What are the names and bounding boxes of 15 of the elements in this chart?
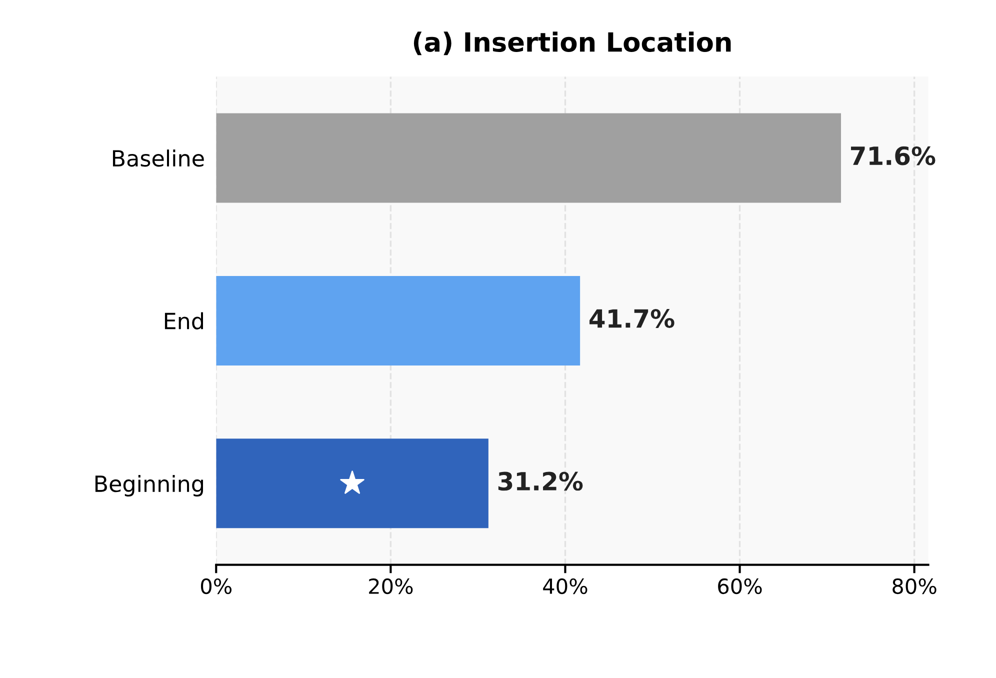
data-label: 71.6% [851,146,936,166]
bar [216,438,488,528]
x-tick-label: 20% [369,578,413,594]
chart-title: (a) Insertion Location [414,32,731,56]
x-tick-label: 80% [892,578,936,594]
x-tick-label: 60% [718,578,762,594]
data-label: 31.2% [498,472,583,491]
y-tick-label: Baseline [112,150,204,167]
x-tick-label: 0% [200,578,232,594]
data-label: 41.7% [590,309,674,328]
x-tick-label: 40% [543,578,588,594]
bar [216,113,841,203]
y-tick-label: Beginning [95,474,203,496]
bar [216,276,580,366]
y-tick-label: End [164,312,203,330]
